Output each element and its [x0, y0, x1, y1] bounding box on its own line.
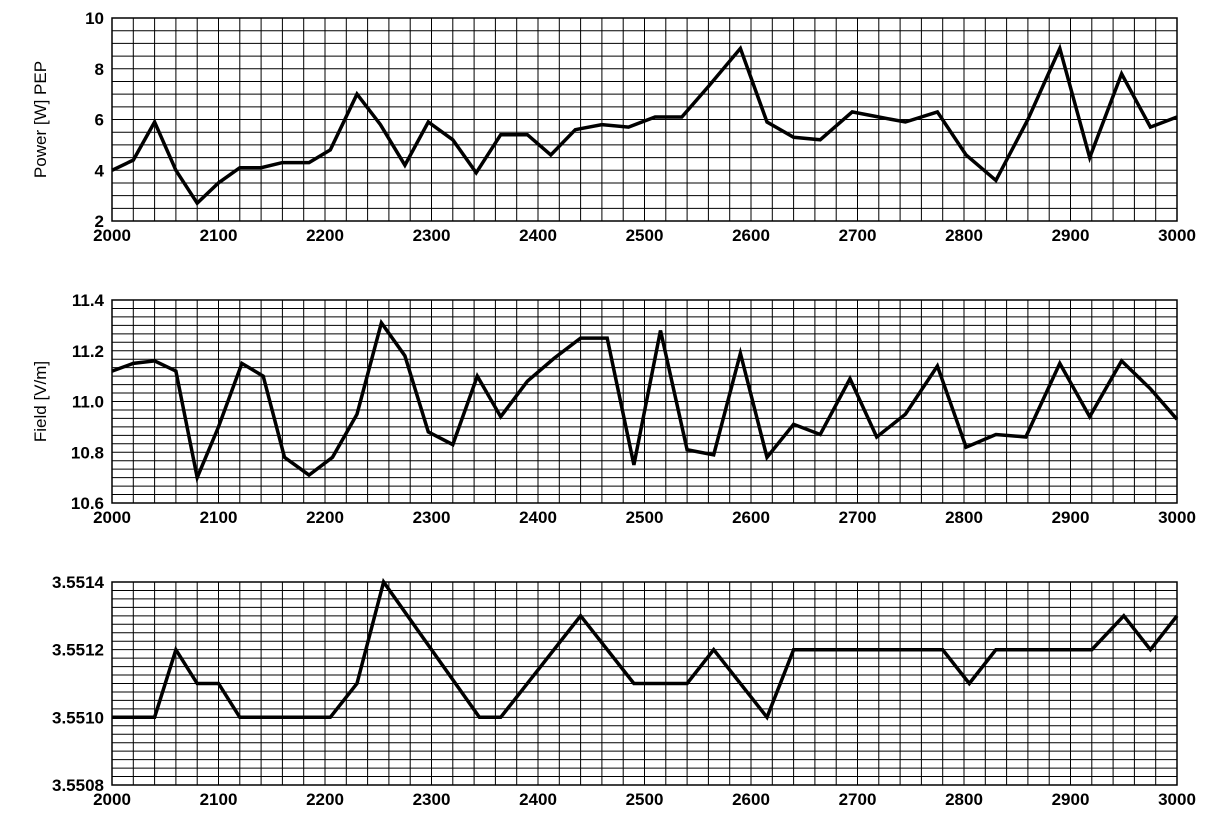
- y-tick-label: 3.5512: [52, 641, 104, 660]
- x-tick-label: 2600: [732, 226, 770, 245]
- x-tick-label: 2700: [839, 790, 877, 809]
- plot-frame: [111, 299, 1178, 504]
- x-tick-label: 2900: [1052, 508, 1090, 527]
- x-tick-label: 2400: [519, 508, 557, 527]
- y-axis-title: Power [W] PEP: [31, 61, 50, 178]
- x-tick-label: 2300: [413, 508, 451, 527]
- series-line: [111, 43, 1178, 206]
- x-tick-label: 3000: [1158, 790, 1196, 809]
- x-tick-label: 2700: [839, 508, 877, 527]
- y-tick-label: 10.8: [71, 443, 104, 462]
- chart-grid: [112, 300, 1177, 503]
- y-tick-label: 10: [85, 9, 104, 28]
- x-tick-label: 2000: [93, 790, 131, 809]
- y-tick-label: 11.2: [72, 342, 104, 361]
- x-tick-label: 2500: [626, 508, 664, 527]
- y-axis-title: Field [V/m]: [31, 361, 50, 442]
- x-tick-label: 2600: [732, 508, 770, 527]
- y-tick-label: 3.5514: [52, 573, 105, 592]
- x-tick-label: 2100: [200, 226, 238, 245]
- y-tick-label: 3.5508: [52, 776, 104, 795]
- y-tick-label: 8: [95, 60, 104, 79]
- chart-panel-3: 2000 2100 2200 2300 2400 2500 2600 2700 2800 2900…: [52, 573, 1196, 809]
- chart-panel-2: 2000 2100 2200 2300 2400 2500 2600 2700 2800 2900…: [31, 291, 1196, 527]
- x-tick-label: 2700: [839, 226, 877, 245]
- x-tick-label: 2200: [306, 508, 344, 527]
- y-tick-label: 6: [95, 111, 104, 130]
- series-line: [111, 318, 1179, 484]
- x-tick-label: 2000: [93, 226, 131, 245]
- x-tick-label: 2900: [1052, 226, 1090, 245]
- y-tick-label: 11.0: [72, 393, 104, 412]
- x-tick-label: 2800: [945, 226, 983, 245]
- chart-panel-1: 2000 2100 2200 2300 2400 2500 2600 2700 2800 2900…: [31, 9, 1196, 245]
- plot-frame: [111, 581, 1178, 786]
- y-tick-label: 2: [95, 212, 104, 231]
- x-tick-label: 2800: [945, 508, 983, 527]
- x-tick-label: 2400: [519, 226, 557, 245]
- y-tick-label: 11.4: [72, 291, 105, 310]
- x-tick-label: 2300: [413, 226, 451, 245]
- x-tick-label: 2300: [413, 790, 451, 809]
- x-tick-label: 2400: [519, 790, 557, 809]
- x-tick-label: 2000: [93, 508, 131, 527]
- x-tick-label: 2900: [1052, 790, 1090, 809]
- plot-frame: [111, 17, 1178, 222]
- x-tick-label: 2500: [626, 226, 664, 245]
- x-tick-label: 2600: [732, 790, 770, 809]
- x-tick-label: 2200: [306, 790, 344, 809]
- y-tick-label: 4: [95, 161, 105, 180]
- x-tick-label: 2100: [200, 790, 238, 809]
- x-tick-label: 3000: [1158, 508, 1196, 527]
- x-tick-label: 2800: [945, 790, 983, 809]
- chart-grid: [112, 18, 1177, 221]
- x-tick-label: 2100: [200, 508, 238, 527]
- y-tick-label: 10.6: [71, 494, 104, 513]
- x-tick-label: 3000: [1158, 226, 1196, 245]
- x-tick-label: 2200: [306, 226, 344, 245]
- y-tick-label: 3.5510: [52, 708, 104, 727]
- series-line: [112, 577, 1179, 721]
- x-tick-label: 2500: [626, 790, 664, 809]
